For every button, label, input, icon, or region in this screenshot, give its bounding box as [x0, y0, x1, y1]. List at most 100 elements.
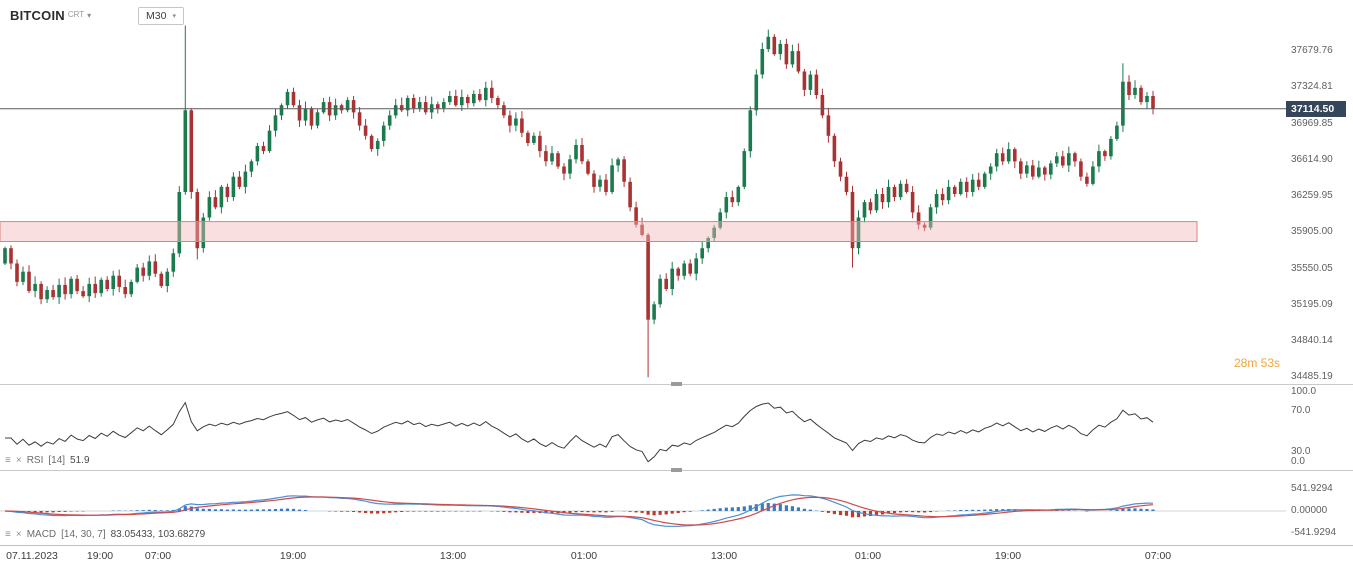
candle	[231, 172, 236, 201]
candle	[706, 236, 710, 253]
candle	[934, 189, 939, 214]
candle	[1151, 90, 1155, 115]
candle	[225, 183, 230, 202]
candle	[514, 112, 518, 132]
macd-axis-label: -541.9294	[1291, 527, 1337, 538]
time-axis-label: 01:00	[570, 550, 598, 562]
candle	[303, 101, 308, 126]
candle	[442, 98, 446, 113]
time-axis-label: 13:00	[439, 550, 467, 562]
candle	[628, 177, 632, 212]
instrument-suffix: CRT	[67, 10, 85, 19]
instrument-selector[interactable]: BITCOIN CRT ▾	[10, 8, 91, 23]
candle	[952, 184, 957, 197]
candle	[556, 151, 560, 169]
candle	[363, 119, 368, 140]
candle	[484, 81, 488, 107]
candle	[1000, 147, 1005, 166]
chevron-down-icon: ▾	[172, 13, 176, 20]
candle	[784, 38, 789, 69]
candle	[604, 174, 608, 196]
rsi-axis-label: 30.0	[1291, 446, 1311, 457]
candle	[1049, 160, 1053, 180]
candle	[964, 177, 969, 198]
candle	[1037, 160, 1041, 179]
candle	[1013, 147, 1017, 169]
candle	[237, 171, 242, 190]
rsi-label: RSI	[26, 455, 44, 466]
candle	[562, 163, 566, 181]
price-axis-label: 37324.81	[1291, 81, 1333, 92]
candle	[772, 34, 777, 56]
price-axis-label: 36969.85	[1291, 118, 1333, 129]
rsi-axis-label: 70.0	[1291, 405, 1311, 416]
candle	[297, 99, 302, 127]
candle	[874, 189, 879, 213]
candle	[1103, 149, 1107, 161]
candle	[1091, 161, 1095, 186]
price-axis-label: 36259.95	[1291, 190, 1333, 201]
candle	[592, 170, 596, 193]
candle	[544, 145, 548, 167]
candle	[568, 154, 572, 179]
candle	[850, 185, 855, 268]
candle	[946, 179, 951, 205]
candle	[93, 276, 97, 298]
time-axis[interactable]: 07.11.2023 19:00 07:00 19:00 13:00 01:00 13:00…	[0, 545, 1353, 573]
panel-resize-handle[interactable]	[671, 468, 682, 472]
indicator-close-icon[interactable]: ×	[15, 529, 22, 540]
indicator-settings-icon[interactable]: ≡	[5, 529, 11, 540]
candle	[988, 163, 993, 180]
candle	[520, 111, 524, 138]
candle	[117, 269, 121, 293]
candle	[826, 107, 831, 143]
timeframe-selector[interactable]: M30 ▾	[138, 7, 184, 25]
candle	[976, 172, 981, 191]
time-axis-label: 13:00	[710, 550, 738, 562]
candle	[417, 97, 422, 112]
indicator-close-icon[interactable]: ×	[15, 455, 22, 466]
candle	[351, 96, 356, 119]
candle	[904, 179, 909, 194]
candle	[658, 274, 662, 308]
candle	[81, 286, 85, 298]
candle	[273, 108, 278, 137]
candle	[9, 245, 13, 270]
candle	[3, 246, 7, 265]
candle	[51, 284, 55, 300]
candle	[171, 248, 176, 277]
price-axis-label: 35550.05	[1291, 263, 1333, 274]
candle	[838, 157, 843, 182]
candle	[580, 138, 584, 165]
candle	[159, 271, 164, 289]
candle	[1061, 150, 1065, 168]
candle	[700, 241, 704, 264]
candle	[814, 69, 819, 99]
candle	[213, 190, 218, 210]
candle	[423, 95, 428, 115]
rsi-line	[5, 401, 1154, 463]
candle	[387, 110, 392, 130]
candle	[766, 29, 771, 52]
indicator-settings-icon[interactable]: ≡	[5, 455, 11, 466]
price-zone[interactable]	[0, 221, 1198, 243]
candle	[496, 95, 500, 110]
candle	[111, 270, 115, 296]
price-axis-label: 37679.76	[1291, 45, 1333, 56]
price-axis-label: 34485.19	[1291, 371, 1333, 382]
panel-resize-handle[interactable]	[671, 382, 682, 386]
candle	[532, 132, 536, 145]
candle	[832, 133, 837, 167]
rsi-value: 51.9	[70, 455, 90, 466]
candle	[255, 142, 260, 166]
candle	[736, 185, 741, 206]
candle	[405, 95, 410, 117]
candle	[634, 201, 638, 228]
candle	[279, 103, 284, 121]
candle	[796, 43, 801, 74]
candle	[994, 148, 999, 172]
candle	[712, 224, 716, 241]
candle	[880, 188, 885, 209]
candle	[526, 130, 530, 147]
